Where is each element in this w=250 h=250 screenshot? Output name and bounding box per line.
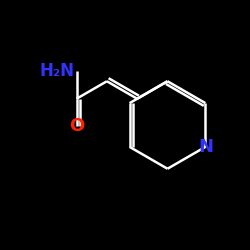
Text: N: N bbox=[198, 138, 213, 156]
Text: H₂N: H₂N bbox=[39, 62, 74, 80]
Text: O: O bbox=[69, 117, 84, 135]
